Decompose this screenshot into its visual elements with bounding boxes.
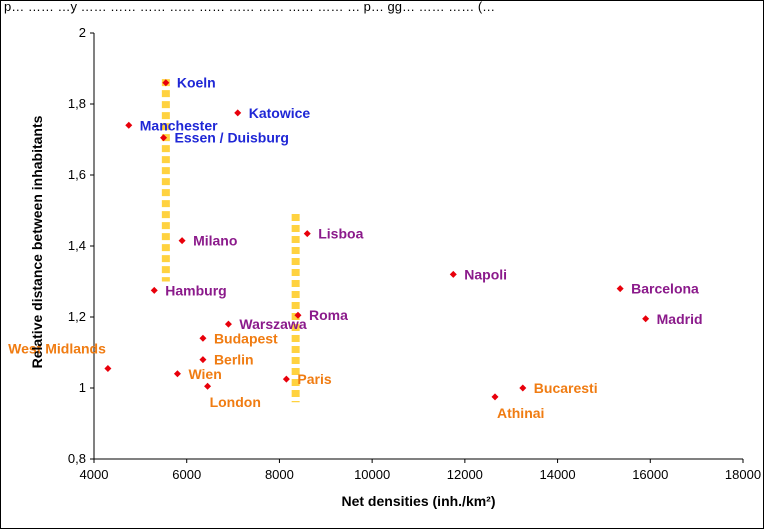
x-tick-label: 8000 <box>265 467 294 482</box>
x-tick-label: 12000 <box>447 467 483 482</box>
data-points <box>104 79 650 401</box>
point-koeln <box>162 79 170 87</box>
label-bucaresti: Bucaresti <box>534 380 598 396</box>
point-lisboa <box>303 230 311 238</box>
label-roma: Roma <box>309 307 348 323</box>
label-koeln: Koeln <box>177 75 216 91</box>
y-tick-label: 1,2 <box>68 309 86 324</box>
x-tick-label: 6000 <box>172 467 201 482</box>
y-tick-label: 2 <box>79 25 86 40</box>
point-bucaresti <box>519 384 527 392</box>
point-napoli <box>449 270 457 278</box>
x-tick-label: 4000 <box>80 467 109 482</box>
y-tick-label: 1,8 <box>68 96 86 111</box>
x-tick-label: 16000 <box>632 467 668 482</box>
y-tick-label: 1,6 <box>68 167 86 182</box>
x-tick-label: 10000 <box>354 467 390 482</box>
point-west-midlands <box>104 364 112 372</box>
point-milano <box>178 237 186 245</box>
point-madrid <box>642 315 650 323</box>
axes: 0,8 1 1,2 1,4 1,6 1,8 2 4000 6000 8000 10000 12000 1… <box>68 25 761 482</box>
point-manchester <box>125 121 133 129</box>
y-tick-label: 1,4 <box>68 238 86 253</box>
label-lisboa: Lisboa <box>318 226 363 242</box>
label-barcelona: Barcelona <box>631 281 699 297</box>
point-paris <box>282 375 290 383</box>
point-labels: Koeln Manchester Katowice Essen / Duisburg M… <box>8 75 702 421</box>
label-milano: Milano <box>193 233 237 249</box>
highlight-bars <box>161 79 300 403</box>
point-wien <box>173 370 181 378</box>
label-london: London <box>210 394 261 410</box>
label-athinai: Athinai <box>497 405 544 421</box>
point-hamburg <box>150 286 158 294</box>
point-berlin <box>199 356 207 364</box>
y-axis-title: Relative distance between inhabitants <box>29 115 45 368</box>
label-wien: Wien <box>188 366 221 382</box>
x-axis-title: Net densities (inh./km²) <box>341 493 495 509</box>
label-essen-duisburg: Essen / Duisburg <box>175 130 289 146</box>
label-madrid: Madrid <box>657 311 703 327</box>
label-berlin: Berlin <box>214 352 254 368</box>
point-london <box>204 382 212 390</box>
y-tick-label: 0,8 <box>68 451 86 466</box>
label-hamburg: Hamburg <box>165 282 226 298</box>
label-napoli: Napoli <box>464 266 507 282</box>
point-budapest <box>199 334 207 342</box>
point-barcelona <box>616 285 624 293</box>
label-warszawa: Warszawa <box>239 316 306 332</box>
label-budapest: Budapest <box>214 330 278 346</box>
label-katowice: Katowice <box>249 105 311 121</box>
y-tick-label: 1 <box>79 380 86 395</box>
clipped-top-text: p… …… …y …… …… …… …… …… …… …… …… …… … p…… <box>4 0 495 14</box>
point-essen-duisburg <box>160 134 168 142</box>
label-paris: Paris <box>297 371 331 387</box>
label-west-midlands: West Midlands <box>8 340 106 356</box>
label-manchester: Manchester <box>140 117 218 133</box>
point-roma <box>294 311 302 319</box>
point-athinai <box>491 393 499 401</box>
x-tick-label: 14000 <box>539 467 575 482</box>
x-tick-label: 18000 <box>725 467 761 482</box>
point-katowice <box>234 109 242 117</box>
point-warszawa <box>224 320 232 328</box>
